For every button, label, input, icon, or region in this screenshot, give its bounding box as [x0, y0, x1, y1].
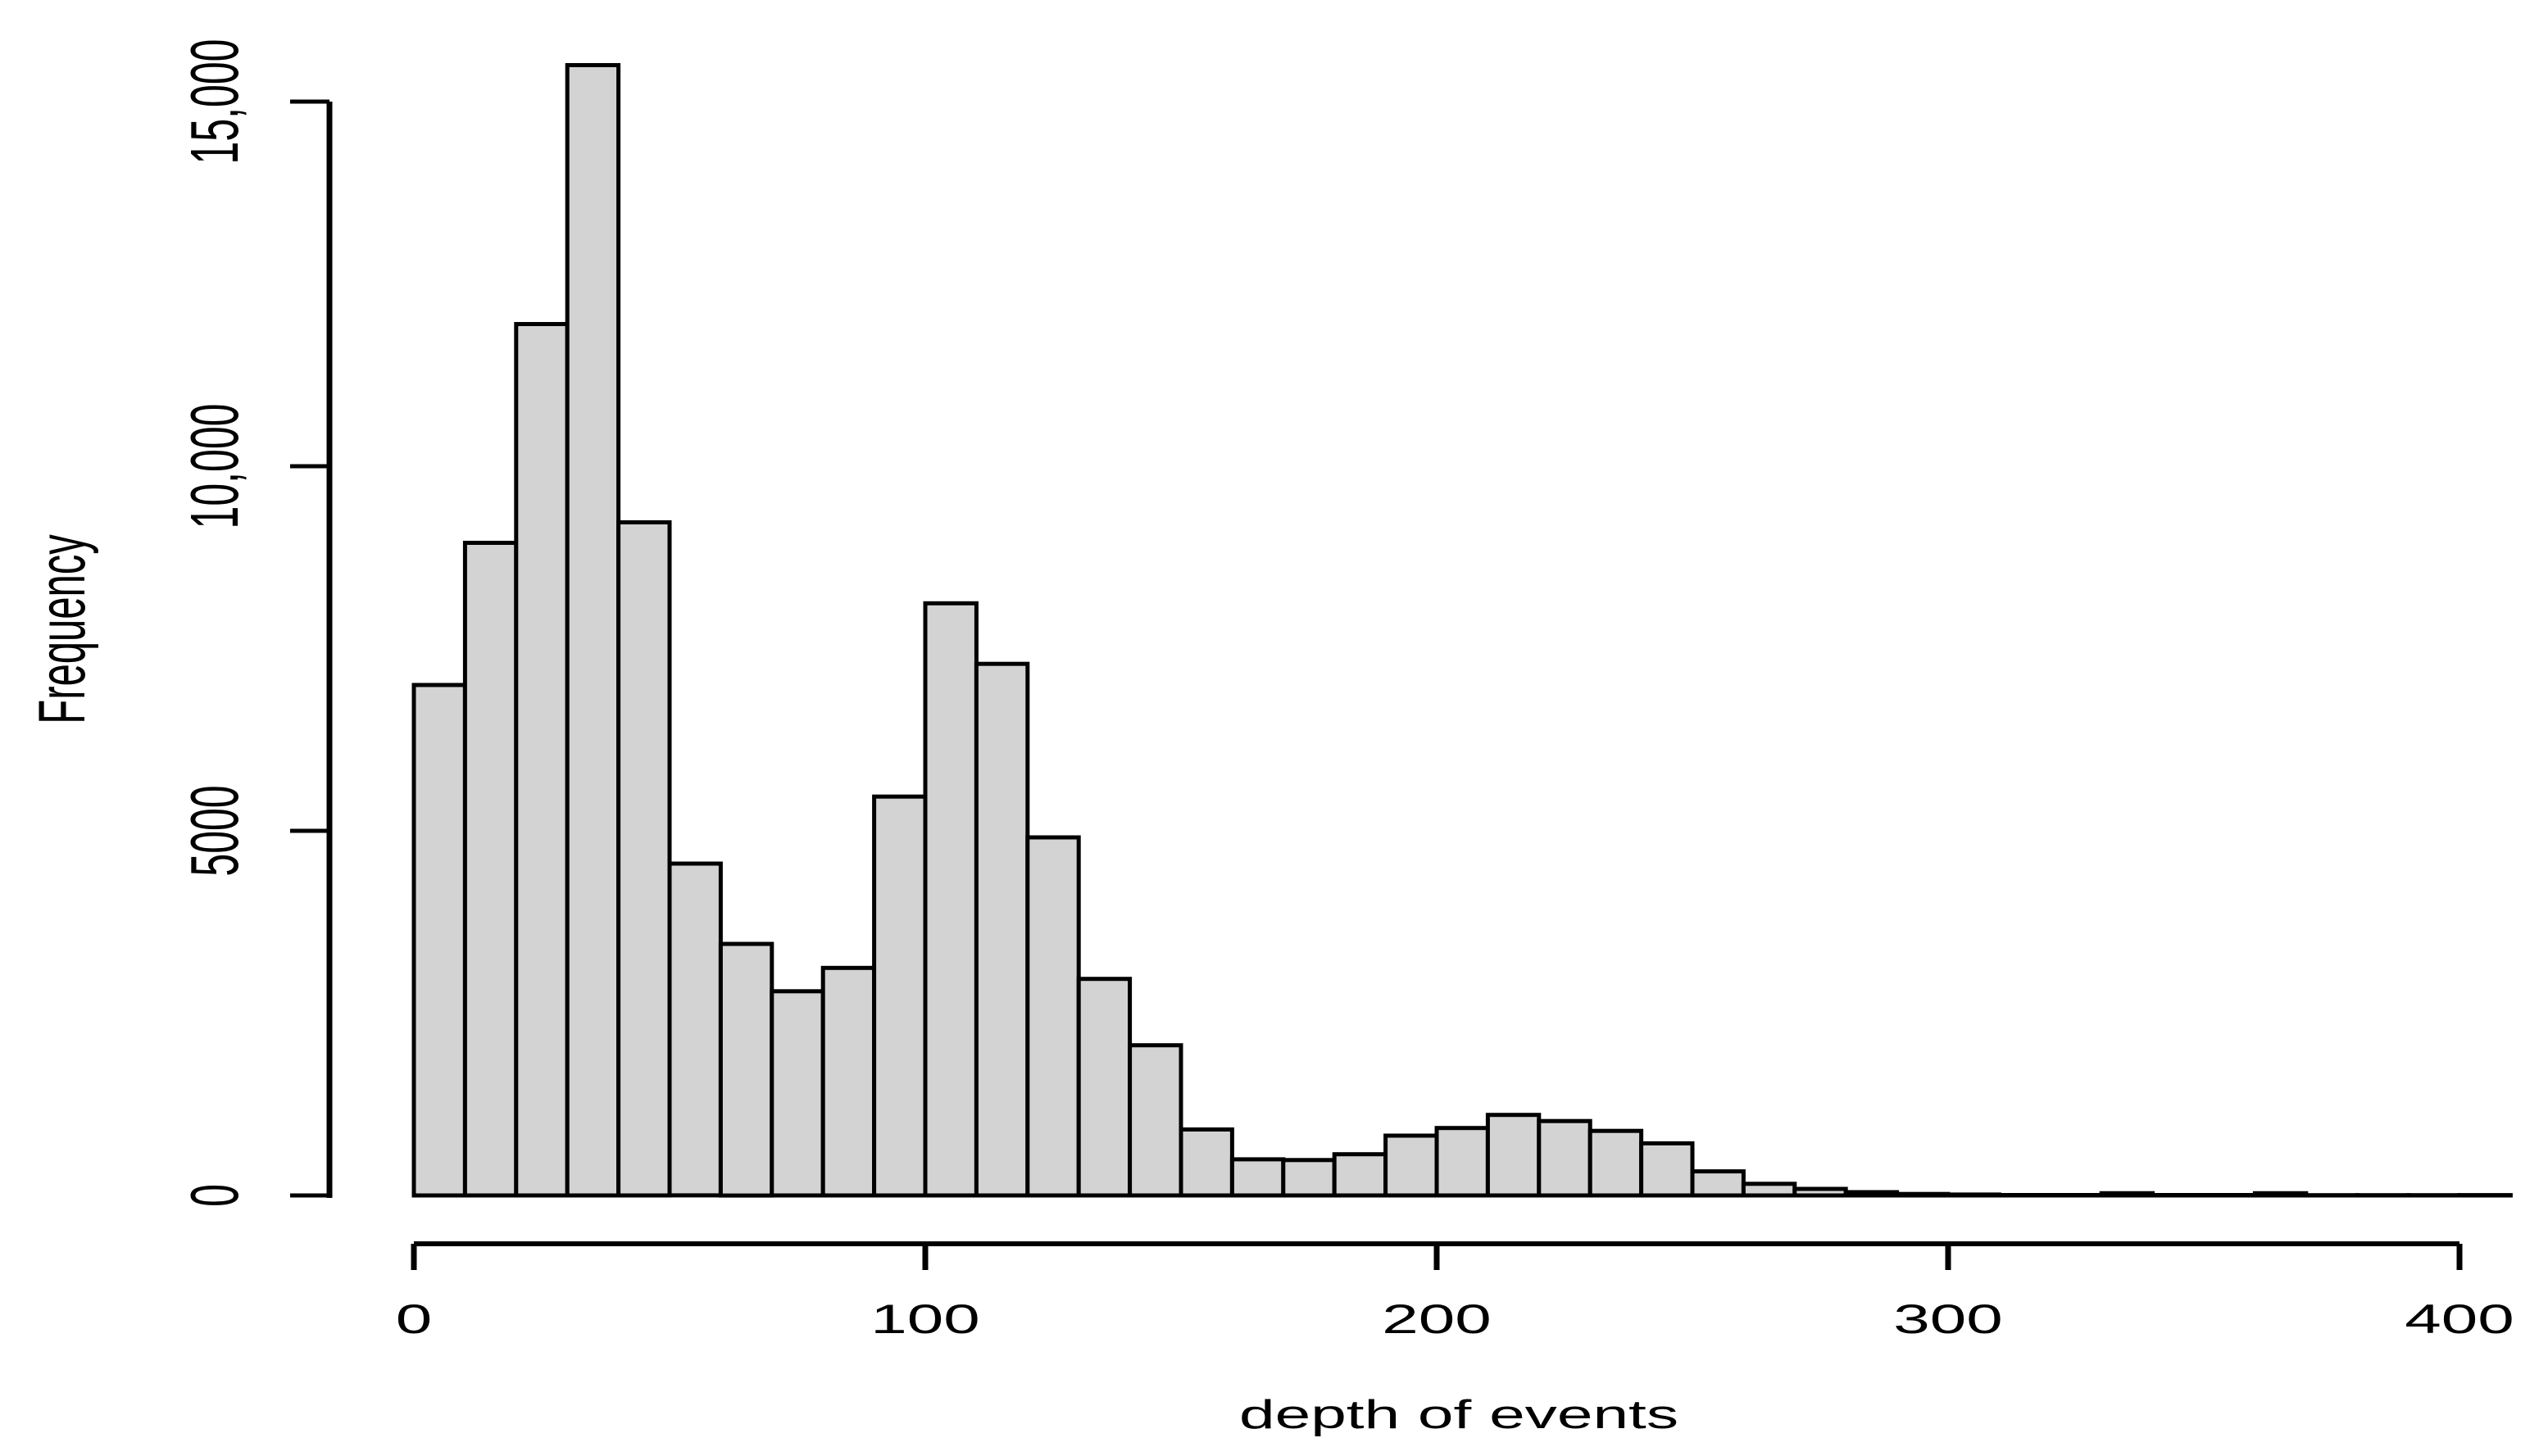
y-tick-label: 5000	[177, 785, 252, 876]
histogram-bar	[1076, 977, 1133, 1198]
histogram-bar	[2252, 1191, 2309, 1198]
histogram-bar	[411, 683, 467, 1198]
bars-group	[411, 63, 2513, 1198]
histogram-bar	[1229, 1157, 1286, 1198]
histogram-bar	[770, 989, 825, 1198]
x-tick-label: 300	[1893, 1297, 2002, 1342]
x-tick-label: 100	[870, 1297, 979, 1342]
histogram-bar	[1179, 1127, 1234, 1198]
histogram-bar	[1843, 1190, 1900, 1198]
y-axis-title: Frequency	[25, 534, 99, 724]
histogram-bar	[565, 63, 621, 1198]
x-axis-title: depth of events	[1239, 1392, 1678, 1437]
histogram-bar	[1587, 1128, 1644, 1198]
histogram-bar	[1485, 1113, 1542, 1198]
x-tick-label: 0	[396, 1297, 432, 1342]
histogram-bar	[1383, 1133, 1439, 1198]
histogram-bar	[616, 520, 672, 1198]
histogram-bar	[1025, 835, 1081, 1198]
histogram-bar	[2048, 1193, 2104, 1198]
histogram-bar	[2099, 1191, 2155, 1198]
histogram-bar	[2151, 1193, 2206, 1198]
histogram-bar	[820, 965, 877, 1198]
histogram-bar	[514, 322, 570, 1198]
x-tick-label: 200	[1382, 1297, 1491, 1342]
histogram-bar	[1996, 1193, 2053, 1198]
x-axis: 0 100 200 300 400	[396, 1241, 2514, 1342]
histogram-bar	[2201, 1193, 2257, 1198]
y-axis: 0 5000 10,000 15,000	[177, 39, 333, 1207]
y-tick-label: 0	[177, 1184, 252, 1207]
histogram-bar	[718, 941, 774, 1198]
histogram-bar	[667, 861, 723, 1198]
x-tick-label: 400	[2405, 1297, 2514, 1342]
histogram-bar	[974, 661, 1030, 1198]
histogram-bar	[1895, 1191, 1951, 1198]
histogram-bar	[1639, 1141, 1695, 1198]
y-tick-label: 10,000	[177, 404, 252, 529]
histogram-bar	[1434, 1126, 1490, 1198]
histogram-bar	[1690, 1169, 1746, 1198]
histogram-bar	[1128, 1043, 1183, 1198]
histogram-bar	[1332, 1152, 1388, 1198]
histogram-bar	[1741, 1182, 1797, 1198]
histogram-bar	[872, 794, 928, 1198]
histogram-bar	[462, 541, 519, 1198]
histogram-bar	[1537, 1118, 1592, 1198]
histogram-bar	[1281, 1158, 1337, 1198]
y-tick-label: 15,000	[177, 39, 252, 165]
histogram-bar	[1792, 1186, 1848, 1198]
histogram-bar	[923, 601, 979, 1198]
